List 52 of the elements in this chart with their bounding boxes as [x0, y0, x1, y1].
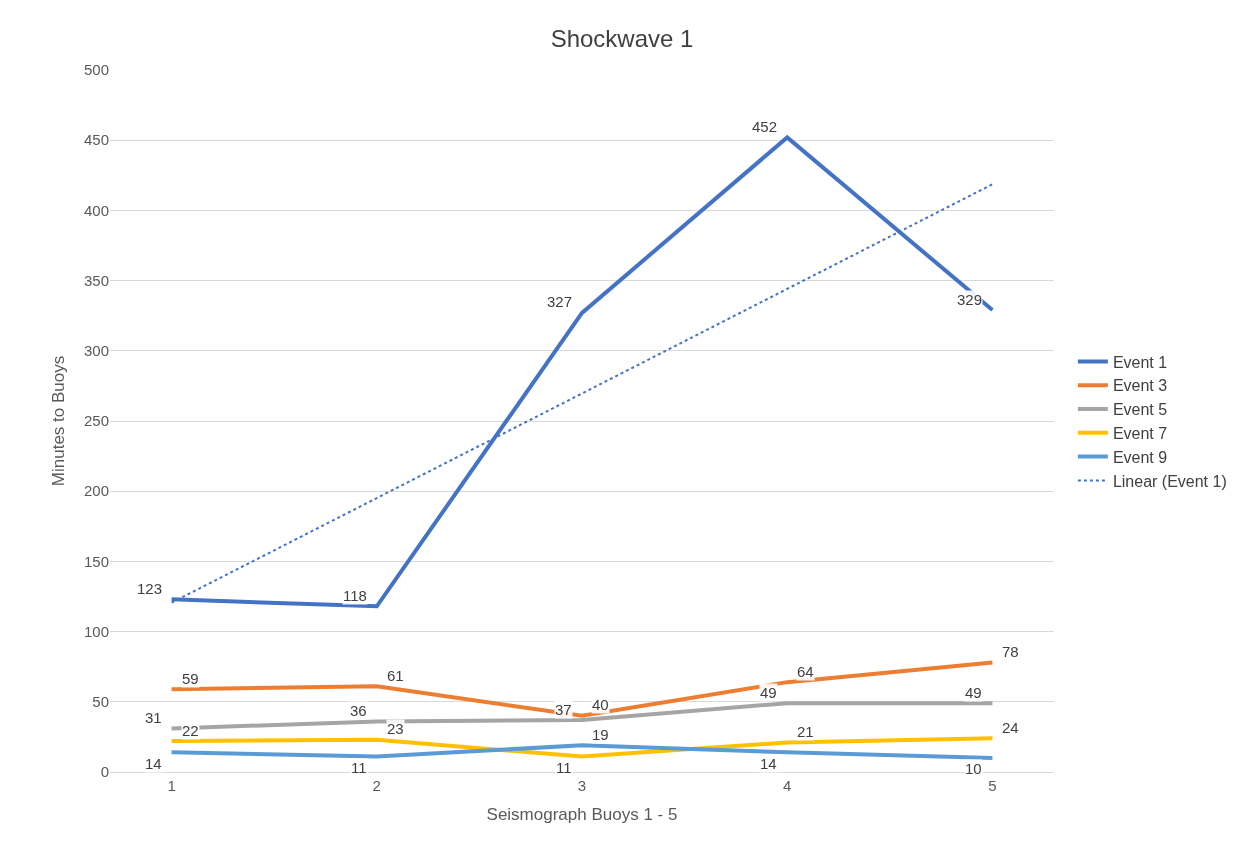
data-label: 22 [182, 722, 199, 739]
y-tick-label: 400 [83, 201, 109, 219]
data-label: 31 [145, 709, 162, 726]
x-axis-title: Seismograph Buoys 1 - 5 [486, 805, 678, 825]
data-label: 11 [351, 759, 367, 776]
data-label: 49 [760, 684, 777, 701]
data-label: 329 [957, 291, 983, 308]
data-label: 123 [137, 580, 163, 597]
data-label: 37 [555, 701, 572, 718]
legend-label: Event 1 [1112, 353, 1168, 371]
y-tick-label: 350 [83, 271, 109, 289]
y-tick-label: 50 [92, 693, 109, 711]
legend-label: Event 9 [1112, 448, 1168, 466]
y-tick-label: 150 [83, 552, 109, 570]
legend-label: Event 3 [1112, 377, 1168, 395]
data-label: 452 [752, 118, 778, 135]
data-label: 61 [387, 667, 404, 684]
legend-label: Event 5 [1112, 401, 1168, 419]
chart-title: Shockwave 1 [550, 24, 694, 52]
data-label: 10 [965, 760, 982, 777]
line-series [169, 660, 995, 718]
y-tick-label: 0 [100, 763, 109, 781]
x-tick-label: 5 [988, 777, 997, 794]
y-tick-label: 300 [83, 342, 109, 360]
y-tick-label: 200 [83, 482, 109, 500]
data-label: 64 [797, 663, 814, 680]
data-label: 19 [592, 726, 609, 743]
data-label: 40 [592, 696, 609, 713]
x-tick-label: 1 [167, 777, 176, 794]
data-label: 11 [556, 759, 572, 776]
y-tick-label: 250 [83, 412, 109, 430]
data-label: 78 [1002, 643, 1019, 660]
y-axis-title: Minutes to Buoys [48, 355, 68, 487]
line-series [169, 743, 995, 760]
data-label: 36 [350, 702, 367, 719]
y-tick-label: 100 [83, 622, 109, 640]
data-label: 23 [387, 720, 404, 737]
data-label: 14 [760, 755, 777, 772]
data-label: 49 [965, 684, 982, 701]
legend-label: Event 7 [1112, 425, 1168, 443]
y-tick-label: 450 [83, 131, 109, 149]
x-tick-label: 4 [783, 777, 792, 794]
data-label: 118 [343, 587, 367, 604]
x-tick-label: 2 [372, 777, 381, 794]
x-tick-label: 3 [577, 777, 587, 794]
legend-label: Linear (Event 1) [1112, 472, 1227, 490]
y-tick-label: 500 [83, 61, 109, 79]
data-label: 14 [145, 755, 162, 772]
data-label: 24 [1002, 719, 1019, 736]
data-label: 59 [182, 670, 199, 687]
data-label: 21 [797, 723, 814, 740]
data-label: 327 [547, 293, 573, 310]
